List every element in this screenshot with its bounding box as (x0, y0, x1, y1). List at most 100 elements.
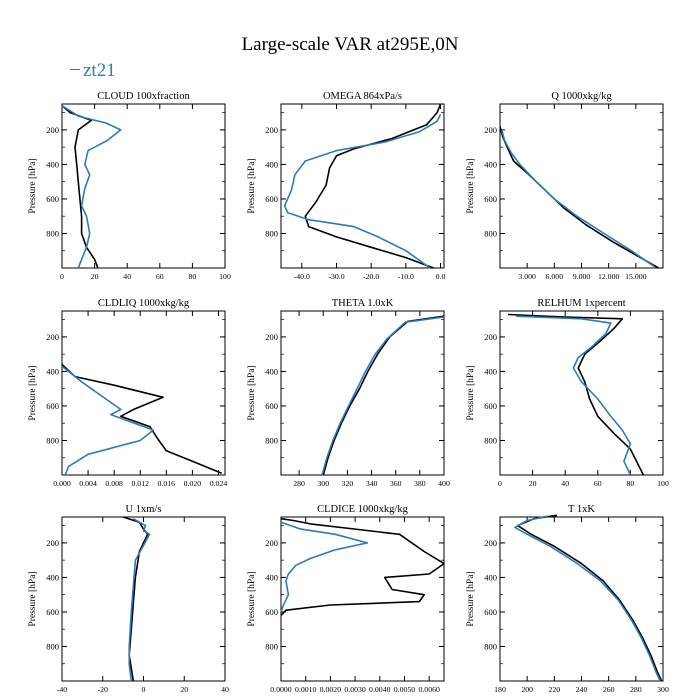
panel-9-xtick-label: 260 (603, 685, 615, 694)
panel-1-ytick-label: 400 (46, 159, 59, 169)
panel-4-xtick-label: 0.016 (158, 479, 176, 488)
panel-1-ylabel: Pressure [hPa] (28, 158, 38, 213)
panel-6-title: RELHUM 1xpercent (537, 298, 625, 309)
panel-5-series-blue (321, 316, 445, 476)
panel-9-ytick-label: 400 (484, 572, 497, 582)
panel-5-xtick-label: 280 (293, 479, 305, 488)
panel-5-series-black (322, 315, 445, 476)
panel-4-ytick-label: 600 (46, 401, 59, 411)
panel-7-xtick-label: -20 (98, 685, 108, 694)
panel-9-frame (499, 516, 664, 682)
panel-8-xtick-label: 0.0050 (394, 685, 416, 694)
panel-9-xtick-label: 180 (494, 685, 506, 694)
panel-6-series-blue (516, 315, 632, 476)
panel-6-ylabel: Pressure [hPa] (466, 365, 476, 420)
panel-3-ylabel: Pressure [hPa] (466, 158, 476, 213)
panel-8-xtick-label: 0.0020 (320, 685, 342, 694)
panel-8-xtick-label: 0.0000 (270, 685, 292, 694)
panel-8-xtick-label: 0.0040 (369, 685, 391, 694)
panel-4-xtick-label: 0.004 (79, 479, 97, 488)
panel-3-ytick-label: 800 (484, 228, 497, 238)
panel-3-ytick-label: 400 (484, 159, 497, 169)
panel-2-ytick-label: 400 (265, 159, 278, 169)
panel-1-series-black (61, 105, 99, 269)
panel-4-xtick-label: 0.008 (105, 479, 123, 488)
panel-4-ytick-label: 200 (46, 332, 59, 342)
panel-8-ytick-label: 200 (265, 538, 278, 548)
page-title: Large-scale VAR at295E,0N (241, 34, 459, 55)
panel-8-ytick-label: 400 (265, 572, 278, 582)
panel-8-series-black (280, 517, 445, 616)
panel-6-xtick-label: 0 (498, 479, 502, 488)
panel-4-xtick-label: 0.000 (53, 479, 71, 488)
panel-3-ytick-label: 200 (484, 125, 497, 135)
panel-7-series-blue (128, 518, 151, 682)
panel-2-ytick-label: 800 (265, 228, 278, 238)
panel-7-xtick-label: -40 (57, 685, 67, 694)
panel-6-xtick-label: 60 (594, 479, 602, 488)
panel-7-ytick-label: 200 (46, 538, 59, 548)
panel-5-xtick-label: 300 (317, 479, 329, 488)
panel-3-series-blue (501, 129, 655, 267)
panel-3-xtick-label: 3.000 (518, 272, 536, 281)
panel-9-ytick-label: 600 (484, 607, 497, 617)
panel-1-ytick-label: 600 (46, 194, 59, 204)
panel-3-series-black (499, 126, 659, 269)
panel-8-xtick-label: 0.0030 (344, 685, 366, 694)
panel-5-ytick-label: 800 (265, 435, 278, 445)
panel-6-ytick-label: 600 (484, 401, 497, 411)
panel-2-xtick-label: -40.0 (294, 272, 310, 281)
panel-1-xtick-label: 100 (219, 272, 231, 281)
panel-8-xtick-label: 0.0060 (418, 685, 440, 694)
panel-9-ylabel: Pressure [hPa] (466, 571, 476, 626)
panel-7-ylabel: Pressure [hPa] (28, 571, 38, 626)
panel-9-series-blue (514, 515, 662, 682)
panel-4-series-blue (61, 365, 155, 476)
panel-9-ytick-label: 200 (484, 538, 497, 548)
panel-6-xtick-label: 40 (561, 479, 569, 488)
panel-3-xtick-label: 15.000 (625, 272, 647, 281)
panel-9-ytick-label: 800 (484, 641, 497, 651)
panel-5-ylabel: Pressure [hPa] (247, 365, 257, 420)
panel-3-xtick-label: 6.000 (546, 272, 564, 281)
panel-6-xtick-label: 80 (627, 479, 635, 488)
legend-swatch (70, 69, 80, 71)
panel-2-ytick-label: 200 (265, 125, 278, 135)
panel-1-series-blue (61, 105, 122, 269)
panel-6-xtick-label: 100 (657, 479, 669, 488)
panel-6-ytick-label: 400 (484, 366, 497, 376)
panel-4-frame (61, 310, 226, 476)
panel-3-frame (499, 103, 664, 269)
panel-5-xtick-label: 400 (438, 479, 450, 488)
panel-6-xtick-label: 20 (529, 479, 537, 488)
panel-3-xtick-label: 9.000 (573, 272, 591, 281)
panel-5-ytick-label: 600 (265, 401, 278, 411)
panel-2-xtick-label: 0.0 (436, 272, 446, 281)
panel-1-xtick-label: 40 (123, 272, 131, 281)
panel-4-series-black (61, 363, 223, 475)
panel-2-xtick-label: -10.0 (398, 272, 414, 281)
panel-4-ytick-label: 400 (46, 366, 59, 376)
panel-5-xtick-label: 340 (366, 479, 378, 488)
panel-1-xtick-label: 20 (91, 272, 99, 281)
panel-6-ytick-label: 200 (484, 332, 497, 342)
legend-label: zt21 (83, 60, 116, 81)
panel-7-xtick-label: 20 (180, 685, 188, 694)
panel-8-ylabel: Pressure [hPa] (247, 571, 257, 626)
panel-4-ylabel: Pressure [hPa] (28, 365, 38, 420)
panel-4-xtick-label: 0.024 (210, 479, 228, 488)
panel-1-xtick-label: 0 (60, 272, 64, 281)
panel-4-title: CLDLIQ 1000xkg/kg (98, 298, 190, 309)
panel-2-xtick-label: -30.0 (328, 272, 344, 281)
panel-7-ytick-label: 600 (46, 607, 59, 617)
legend: zt21 (70, 60, 116, 82)
panel-7-xtick-label: 40 (221, 685, 229, 694)
panel-5-frame (280, 310, 445, 476)
panel-8-ytick-label: 800 (265, 641, 278, 651)
panel-9-xtick-label: 220 (548, 685, 560, 694)
panel-7-ytick-label: 400 (46, 572, 59, 582)
panel-5-ytick-label: 400 (265, 366, 278, 376)
panel-7-ytick-label: 800 (46, 641, 59, 651)
panel-6-series-black (508, 313, 645, 476)
panel-8-ytick-label: 600 (265, 607, 278, 617)
